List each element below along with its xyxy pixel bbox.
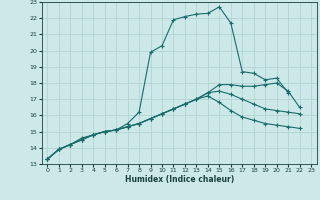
X-axis label: Humidex (Indice chaleur): Humidex (Indice chaleur) [124, 175, 234, 184]
